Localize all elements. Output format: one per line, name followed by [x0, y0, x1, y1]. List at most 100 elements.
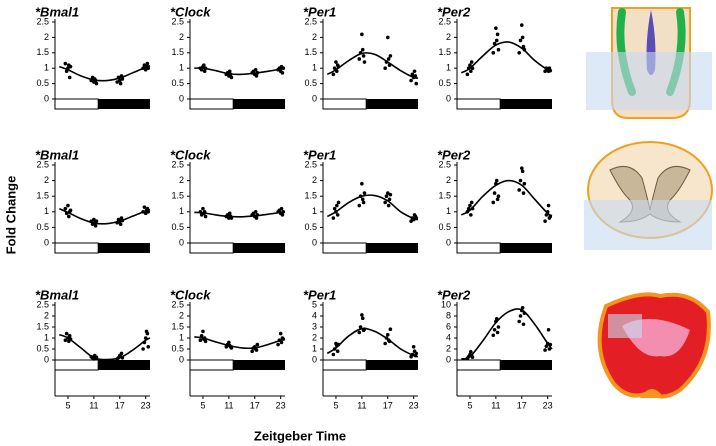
y-tick-label: 2.5: [438, 159, 451, 169]
panel-title: *Bmal1: [35, 4, 79, 19]
data-point: [385, 191, 390, 195]
data-point: [494, 178, 499, 183]
light-phase: [54, 242, 99, 254]
light-phase: [54, 359, 99, 371]
y-tick-label: 2.5: [36, 159, 49, 169]
y-tick-label: 2.5: [304, 159, 317, 169]
x-tick-label: 23: [543, 400, 553, 410]
data-point: [491, 333, 496, 338]
y-tick-label: 1: [312, 63, 317, 73]
data-point: [335, 349, 340, 354]
data-point: [254, 348, 259, 352]
data-point: [145, 331, 150, 336]
data-point: [385, 35, 390, 40]
data-point: [203, 339, 208, 344]
x-tick-label: 5: [467, 400, 472, 410]
data-point: [358, 325, 363, 329]
y-tick-label: 4: [446, 332, 451, 342]
y-tick-label: 0.5: [36, 222, 49, 232]
y-tick-label: 1: [179, 332, 184, 342]
x-tick-label: 17: [250, 400, 260, 410]
y-tick-label: 2: [44, 310, 49, 320]
data-point: [254, 74, 259, 78]
data-point: [66, 203, 70, 208]
data-point: [145, 61, 150, 66]
x-tick-label: 5: [65, 400, 70, 410]
fit-curve: [59, 64, 151, 82]
data-point: [63, 206, 68, 211]
y-tick-label: 1.5: [36, 191, 49, 201]
panel-title: *Per1: [303, 147, 336, 162]
fit-curve: [194, 336, 286, 350]
tissue-illustration: [597, 292, 711, 399]
data-point: [543, 69, 547, 74]
data-point: [279, 206, 284, 211]
y-tick-label: 2: [446, 175, 451, 185]
y-tick-label: 2.5: [171, 299, 184, 309]
y-tick-label: 4: [312, 310, 317, 320]
y-tick-label: 0: [446, 354, 451, 364]
data-point: [67, 75, 72, 80]
dark-phase: [233, 99, 285, 109]
y-tick-label: 2: [446, 32, 451, 42]
fit-curve: [194, 67, 286, 76]
fit-curve: [194, 211, 286, 218]
x-tick-label: 17: [115, 400, 125, 410]
x-tick-label: 5: [333, 400, 338, 410]
y-tick-label: 3: [312, 321, 317, 331]
y-tick-label: 1: [446, 206, 451, 216]
panel-title: *Clock: [170, 147, 211, 162]
data-point: [388, 327, 393, 332]
dark-phase: [98, 99, 150, 109]
data-point: [280, 71, 285, 75]
data-point: [68, 64, 73, 69]
data-point: [335, 203, 339, 208]
y-tick-label: 1: [179, 63, 184, 73]
light-phase: [322, 359, 367, 371]
y-tick-label: 2.5: [36, 299, 49, 309]
y-tick-label: 0: [44, 237, 49, 247]
data-point: [276, 342, 280, 347]
data-point: [199, 334, 204, 338]
y-tick-label: 2: [44, 32, 49, 42]
data-point: [386, 57, 391, 61]
data-point: [383, 200, 387, 205]
data-point: [202, 69, 207, 74]
light-phase: [54, 98, 99, 110]
data-point: [521, 322, 526, 327]
data-point: [519, 166, 524, 170]
data-point: [141, 347, 145, 351]
y-tick-label: 2: [44, 175, 49, 185]
data-point: [357, 57, 362, 61]
y-tick-label: 2: [179, 310, 184, 320]
data-point: [227, 340, 231, 345]
data-point: [385, 332, 390, 337]
fit-curve: [59, 333, 151, 361]
y-tick-label: 2: [312, 332, 317, 342]
data-point: [495, 330, 500, 335]
data-point: [119, 351, 124, 356]
y-axis-label: Fold Change: [3, 176, 18, 255]
data-point: [118, 222, 123, 227]
y-tick-label: 2: [179, 175, 184, 185]
fit-curve: [460, 41, 553, 74]
data-point: [67, 334, 72, 338]
data-point: [202, 63, 206, 67]
y-tick-label: 2.5: [304, 16, 317, 26]
y-tick-label: 0: [44, 93, 49, 103]
y-tick-label: 2: [312, 175, 317, 185]
y-tick-label: 0.5: [171, 78, 184, 88]
light-phase: [189, 98, 234, 110]
y-tick-label: 1.5: [438, 191, 451, 201]
x-tick-label: 23: [409, 400, 419, 410]
y-tick-label: 1.5: [438, 47, 451, 57]
dark-phase: [366, 360, 418, 370]
x-tick-label: 17: [517, 400, 527, 410]
light-phase: [322, 98, 367, 110]
data-point: [410, 72, 415, 77]
dark-phase: [98, 360, 150, 370]
data-point: [203, 214, 208, 219]
data-point: [362, 191, 367, 195]
data-point: [517, 51, 521, 55]
dark-phase: [500, 243, 552, 253]
